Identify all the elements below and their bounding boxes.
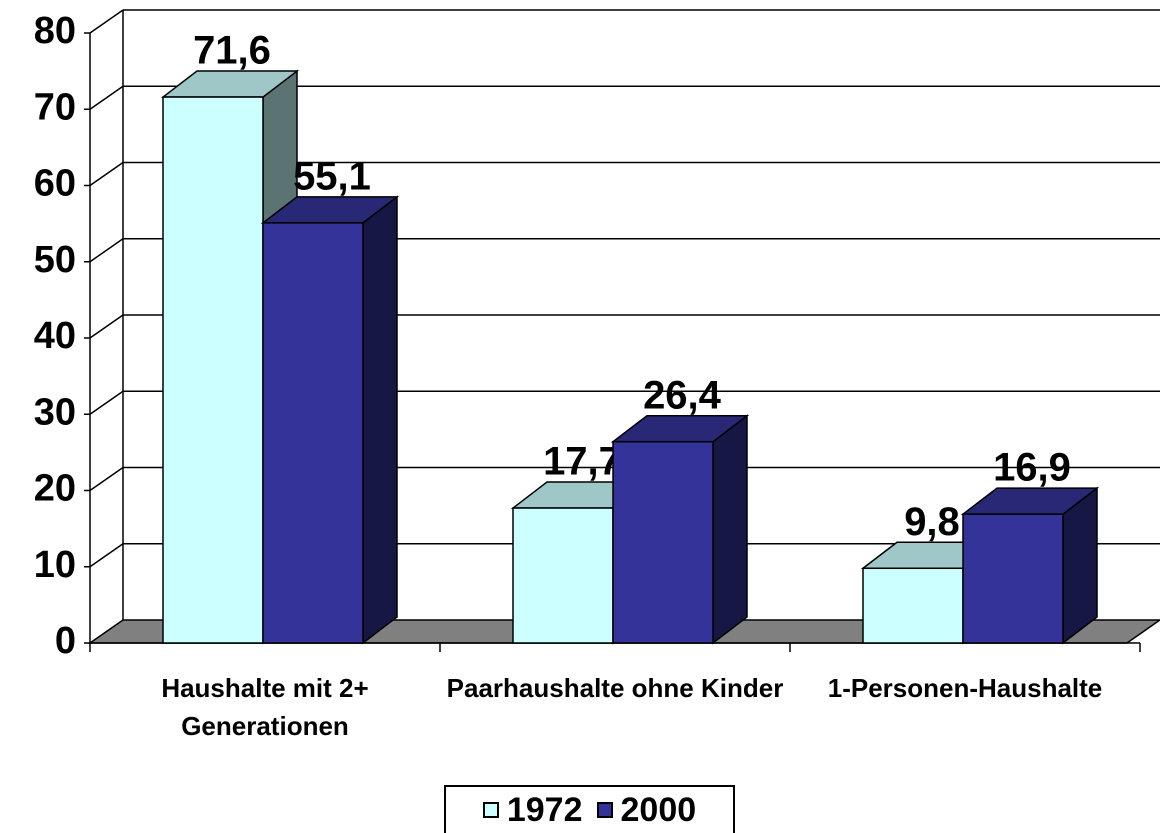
bar: [162, 96, 264, 644]
grid-line-side: [89, 466, 124, 492]
y-tick-label: 60: [34, 163, 76, 205]
grid-line-side: [89, 314, 124, 339]
x-tick-label: 1-Personen-Haushalte: [827, 673, 1103, 703]
grid-line-side: [89, 161, 124, 187]
bar-side: [362, 195, 398, 645]
bar-side: [1062, 486, 1098, 645]
legend-key: [482, 802, 499, 818]
y-tick-label: 70: [34, 86, 76, 128]
legend-item: 2000: [596, 790, 697, 830]
x-tick-label: Paarhaushalte ohne Kinder: [446, 673, 784, 703]
legend-item: 1972: [482, 790, 583, 830]
grid-line-side: [89, 85, 124, 110]
value-label: 17,7: [543, 440, 621, 484]
legend-label: 1972: [506, 790, 583, 829]
legend-key: [596, 802, 613, 818]
grid-line-side: [89, 238, 124, 263]
y-tick-label: 50: [34, 239, 76, 281]
grid-line-side: [89, 9, 124, 34]
value-label: 9,8: [904, 500, 960, 544]
y-tick-label: 30: [34, 391, 76, 433]
y-tick-label: 0: [55, 620, 76, 662]
value-label: 26,4: [643, 373, 722, 417]
value-label: 71,6: [193, 29, 271, 73]
bar-side: [712, 414, 748, 645]
x-tick-label: Haushalte mit 2+ Generationen: [161, 673, 369, 741]
grid-line-side: [89, 390, 124, 415]
bar: [512, 507, 614, 644]
y-tick-label: 10: [34, 544, 76, 586]
y-tick-label: 20: [34, 468, 76, 510]
legend: 1972 2000: [444, 785, 735, 833]
grid-line-side: [89, 543, 124, 568]
bar: [612, 440, 714, 644]
bar: [262, 222, 364, 644]
legend-label: 2000: [620, 790, 697, 829]
y-tick-label: 40: [34, 315, 76, 357]
value-label: 16,9: [993, 446, 1071, 490]
bar: [862, 567, 964, 644]
value-label: 55,1: [293, 154, 371, 198]
y-tick-label: 80: [34, 10, 76, 52]
bar: [962, 513, 1064, 644]
